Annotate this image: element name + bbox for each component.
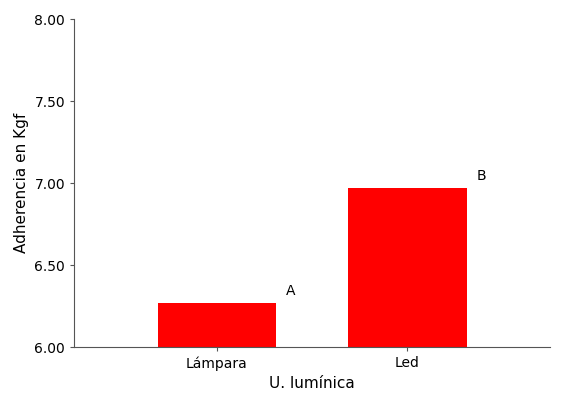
Text: A: A [286, 284, 296, 298]
Bar [348, 188, 467, 405]
Y-axis label: Adherencia en Kgf: Adherencia en Kgf [14, 113, 29, 254]
Text: B: B [477, 169, 486, 183]
Bar [157, 303, 276, 405]
X-axis label: U. lumínica: U. lumínica [269, 376, 355, 391]
